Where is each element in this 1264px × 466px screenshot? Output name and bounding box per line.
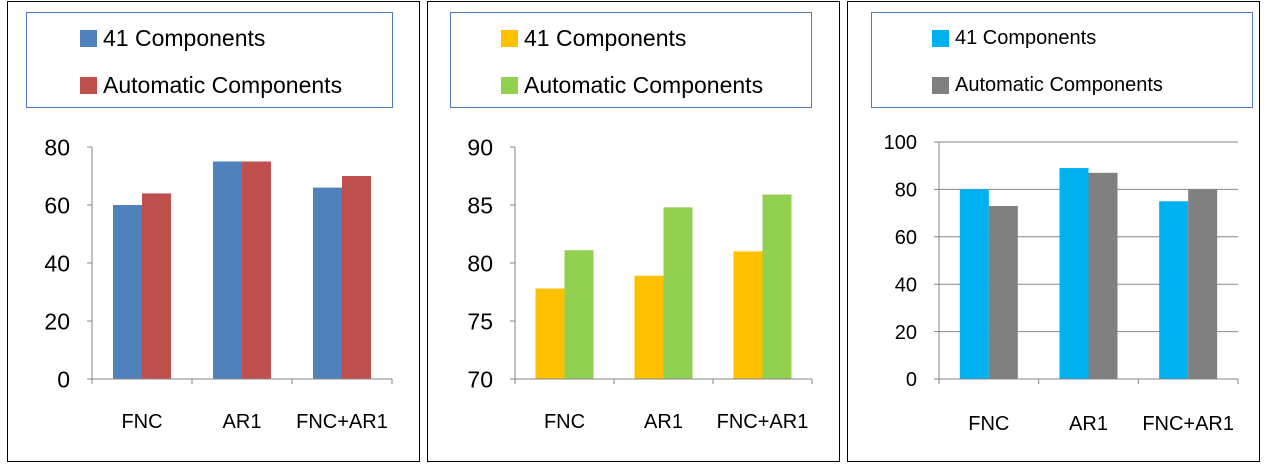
plot-area-chart-2: 70 75 80 85 90 FNC AR1 FNC+AR1 [467, 134, 813, 433]
chart-panel-2: 41 Components Automatic Components 70 75 8… [427, 1, 840, 462]
bar-chart3-series1-ar1 [1059, 168, 1089, 379]
y-tick-label: 70 [467, 366, 493, 392]
y-tick-label: 20 [895, 322, 917, 344]
y-tick-label: 40 [44, 250, 70, 276]
bar-chart2-series2-ar1 [663, 207, 693, 379]
legend-chart-2: 41 Components Automatic Components [450, 12, 812, 108]
x-tick-label: FNC+AR1 [717, 411, 809, 433]
bar-chart2-series1-fnc [535, 288, 565, 379]
bar-chart1-series2-ar1 [242, 161, 271, 379]
bar-chart2-series1-fnc-ar1 [733, 251, 763, 379]
chart-panel-3: 41 Components Automatic Components 0 20 40… [847, 1, 1260, 462]
legend-swatch [501, 77, 518, 94]
bar-chart1-series1-fnc-ar1 [313, 187, 342, 379]
bar-chart3-series2-fnc [988, 205, 1018, 379]
bar-chart2-series2-fnc [564, 250, 594, 379]
legend-item-chart-2-series-2: Automatic Components [501, 72, 763, 99]
legend-swatch [501, 30, 518, 47]
y-tick-label: 60 [895, 227, 917, 249]
legend-label: 41 Components [955, 27, 1097, 49]
plot-area-chart-3: 0 20 40 60 80 100 FNC AR1 FNC+AR1 [884, 132, 1239, 435]
legend-item-chart-1-series-2: Automatic Components [80, 72, 342, 99]
legend-swatch [80, 30, 97, 47]
bar-chart3-series1-fnc [959, 189, 989, 379]
bar-chart1-series1-ar1 [213, 161, 242, 379]
legend-label: 41 Components [103, 25, 266, 51]
legend-label: Automatic Components [955, 74, 1163, 96]
x-tick-label: FNC [544, 411, 585, 433]
x-tick-label: FNC [968, 413, 1009, 435]
legend-label: Automatic Components [524, 72, 764, 98]
x-tick-label: FNC [121, 411, 162, 433]
chart-panel-1: 41 Components Automatic Components 0 20 40… [7, 1, 420, 462]
y-tick-label: 100 [884, 132, 917, 154]
y-tick-label: 90 [467, 134, 493, 160]
y-tick-label: 85 [467, 192, 493, 218]
legend-label: Automatic Components [103, 72, 343, 98]
y-tick-label: 0 [906, 369, 917, 391]
y-tick-label: 75 [467, 308, 493, 334]
legend-swatch [932, 30, 949, 47]
x-tick-label: AR1 [1069, 413, 1108, 435]
bar-chart3-series2-fnc-ar1 [1188, 189, 1218, 379]
legend-item-chart-3-series-2: Automatic Components [932, 74, 1163, 97]
y-tick-label: 60 [44, 192, 70, 218]
x-tick-label: AR1 [223, 411, 262, 433]
legend-item-chart-3-series-1: 41 Components [932, 27, 1096, 50]
y-tick-label: 80 [895, 180, 917, 202]
y-tick-label: 0 [57, 366, 70, 392]
x-tick-label: AR1 [644, 411, 683, 433]
plot-area-chart-1: 0 20 40 60 80 FNC AR1 FNC+AR1 [44, 134, 393, 433]
y-tick-label: 40 [895, 274, 917, 296]
legend-item-chart-1-series-1: 41 Components [80, 25, 265, 52]
y-tick-label: 80 [467, 250, 493, 276]
x-tick-label: FNC+AR1 [296, 411, 388, 433]
y-tick-label: 20 [44, 308, 70, 334]
bar-chart1-series2-fnc-ar1 [342, 176, 371, 379]
x-tick-label: FNC+AR1 [1142, 413, 1234, 435]
bar-chart1-series2-fnc [142, 193, 171, 379]
legend-chart-3: 41 Components Automatic Components [871, 12, 1253, 108]
bar-chart1-series1-fnc [113, 205, 142, 379]
legend-label: 41 Components [524, 25, 687, 51]
legend-swatch [932, 77, 949, 94]
legend-item-chart-2-series-1: 41 Components [501, 25, 686, 52]
bar-chart3-series1-fnc-ar1 [1159, 201, 1189, 379]
y-tick-label: 80 [44, 134, 70, 160]
bar-chart3-series2-ar1 [1088, 172, 1118, 379]
legend-swatch [80, 77, 97, 94]
bar-chart2-series1-ar1 [634, 275, 664, 379]
legend-chart-1: 41 Components Automatic Components [26, 12, 393, 108]
bar-chart2-series2-fnc-ar1 [762, 194, 792, 379]
